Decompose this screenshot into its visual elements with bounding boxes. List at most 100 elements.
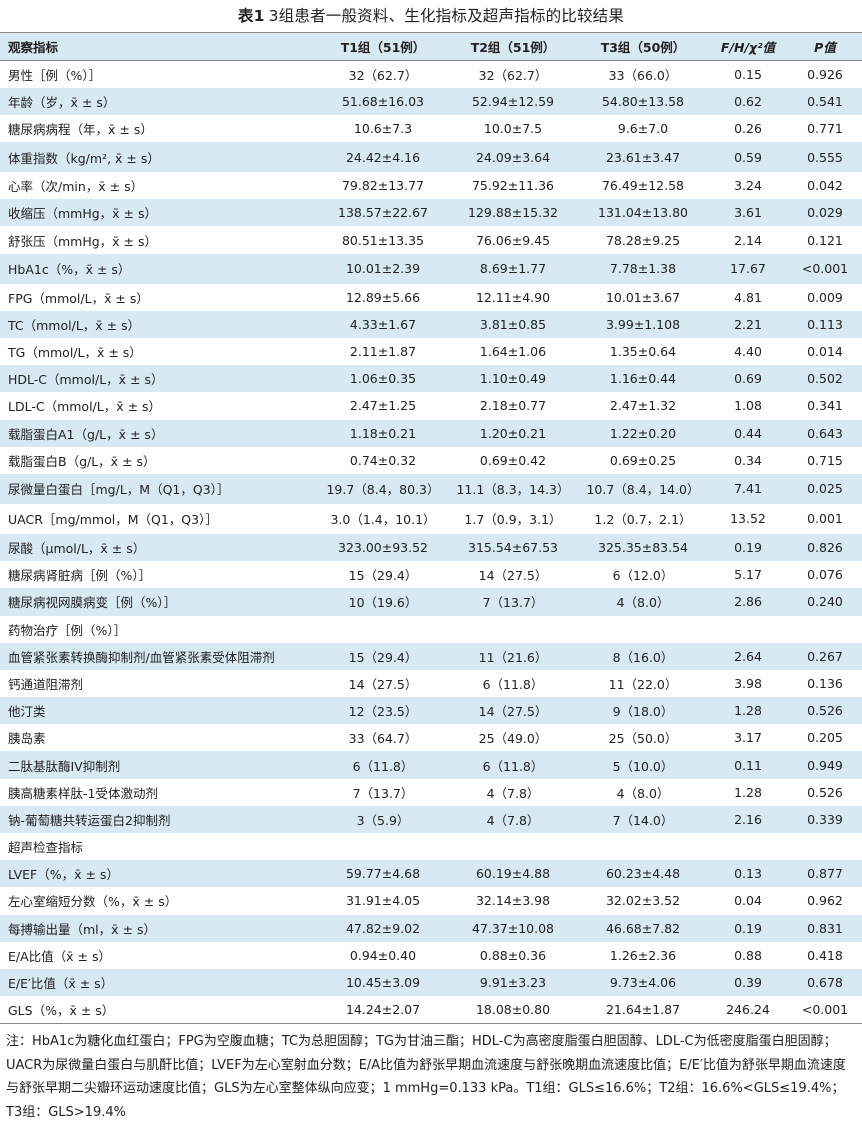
cell-t3: 4（8.0） bbox=[616, 595, 670, 611]
cell-t2: 18.08±0.80 bbox=[475, 1002, 551, 1018]
cell-p-value: 0.341 bbox=[807, 398, 843, 414]
cell-statistic: 0.69 bbox=[734, 371, 762, 387]
cell-statistic: 1.08 bbox=[734, 398, 762, 414]
cell-p-value: 0.418 bbox=[807, 947, 843, 963]
cell-p-value: 0.831 bbox=[807, 920, 843, 936]
table-row: 糖尿病病程（年，x̄ ± s） 10.6±7.3 10.0±7.5 9.6±7.0 0.… bbox=[0, 115, 862, 142]
table-row: FPG（mmol/L，x̄ ± s） 12.89±5.66 12.11±4.90 10… bbox=[0, 284, 862, 311]
cell-t1: 14.24±2.07 bbox=[345, 1002, 421, 1018]
cell-t2: 7（13.7） bbox=[482, 595, 544, 611]
cell-t1: 15（29.4） bbox=[348, 649, 418, 665]
cell-t1: 47.82±9.02 bbox=[345, 920, 421, 936]
cell-t2: 4（7.8） bbox=[486, 785, 540, 801]
row-indicator: GLS（%，x̄ ± s） bbox=[8, 1003, 115, 1019]
cell-t2: 76.06±9.45 bbox=[475, 232, 551, 248]
cell-t2: 75.92±11.36 bbox=[471, 178, 555, 194]
cell-t3: 9.6±7.0 bbox=[617, 120, 669, 136]
cell-statistic: 3.17 bbox=[734, 730, 762, 746]
cell-t2: 2.18±0.77 bbox=[479, 398, 547, 414]
cell-t3: 1.26±2.36 bbox=[609, 947, 677, 963]
row-indicator: 载脂蛋白B（g/L，x̄ ± s） bbox=[8, 453, 156, 469]
cell-t1: 10.6±7.3 bbox=[353, 120, 413, 136]
row-indicator: 超声检查指标 bbox=[8, 840, 84, 856]
cell-t1: 6（11.8） bbox=[352, 758, 414, 774]
cell-t3: 25（50.0） bbox=[608, 731, 678, 747]
cell-p-value: 0.502 bbox=[807, 371, 843, 387]
table-body: 男性［例（%）］ 32（62.7） 32（62.7） 33（66.0） 0.15 0.92… bbox=[0, 61, 862, 1024]
table-row: 心率（次/min，x̄ ± s） 79.82±13.77 75.92±11.36 76… bbox=[0, 172, 862, 199]
cell-t2: 1.7（0.9，3.1） bbox=[464, 512, 562, 528]
table-row: 体重指数（kg/m², x̄ ± s） 24.42±4.16 24.09±3.64 2… bbox=[0, 142, 862, 173]
cell-t3: 9.73±4.06 bbox=[609, 975, 677, 991]
cell-t3: 46.68±7.82 bbox=[605, 920, 681, 936]
cell-statistic: 4.40 bbox=[734, 344, 762, 360]
cell-statistic: 0.19 bbox=[734, 540, 762, 556]
row-indicator: LDL-C（mmol/L，x̄ ± s） bbox=[8, 399, 162, 415]
cell-p-value: 0.339 bbox=[807, 811, 843, 827]
row-indicator: 药物治疗［例（%）］ bbox=[8, 622, 127, 638]
table-footnote: 注：HbA1c为糖化血红蛋白；FPG为空腹血糖；TC为总胆固醇；TG为甘油三酯；… bbox=[0, 1023, 862, 1124]
table-header-row: 观察指标 T1组（51例） T2组（51例） T3组（50例） F/H/χ²值 … bbox=[0, 32, 862, 61]
cell-t1: 24.42±4.16 bbox=[345, 149, 421, 165]
cell-t3 bbox=[578, 616, 708, 643]
header-indicator: 观察指标 bbox=[8, 40, 59, 55]
cell-t3: 1.16±0.44 bbox=[609, 371, 677, 387]
cell-p-value: 0.643 bbox=[807, 425, 843, 441]
cell-statistic bbox=[708, 833, 788, 860]
cell-statistic: 3.98 bbox=[734, 675, 762, 691]
cell-t3: 8（16.0） bbox=[612, 649, 674, 665]
table-row: 钠-葡萄糖共转运蛋白2抑制剂 3（5.9） 4（7.8） 7（14.0） 2.16 0.3… bbox=[0, 805, 862, 833]
cell-t3: 23.61±3.47 bbox=[605, 149, 681, 165]
table-row: 舒张压（mmHg，x̄ ± s） 80.51±13.35 76.06±9.45 78.… bbox=[0, 226, 862, 253]
cell-t1: 4.33±1.67 bbox=[349, 316, 417, 332]
cell-p-value: 0.001 bbox=[807, 511, 843, 527]
cell-t3: 21.64±1.87 bbox=[605, 1002, 681, 1018]
table-row: 男性［例（%）］ 32（62.7） 32（62.7） 33（66.0） 0.15 0.92… bbox=[0, 61, 862, 88]
cell-t2: 25（49.0） bbox=[478, 731, 548, 747]
cell-p-value: 0.042 bbox=[807, 178, 843, 194]
cell-p-value: 0.962 bbox=[807, 893, 843, 909]
cell-t3: 60.23±4.48 bbox=[605, 866, 681, 882]
cell-t1: 31.91±4.05 bbox=[345, 893, 421, 909]
cell-t2: 11.1（8.3，14.3） bbox=[456, 482, 570, 498]
cell-statistic: 0.15 bbox=[734, 66, 762, 82]
table-row: LDL-C（mmol/L，x̄ ± s） 2.47±1.25 2.18±0.77 2.… bbox=[0, 392, 862, 419]
cell-t2: 10.0±7.5 bbox=[483, 120, 543, 136]
row-indicator: 糖尿病肾脏病［例（%）］ bbox=[8, 568, 152, 584]
cell-t3: 10.7（8.4，14.0） bbox=[586, 482, 700, 498]
cell-p-value: 0.205 bbox=[807, 730, 843, 746]
table-row: 糖尿病视网膜病变［例（%）］ 10（19.6） 7（13.7） 4（8.0） 2.86 0… bbox=[0, 588, 862, 616]
cell-t2: 9.91±3.23 bbox=[479, 975, 547, 991]
cell-t2: 14（27.5） bbox=[478, 704, 548, 720]
row-indicator: 年龄（岁，x̄ ± s） bbox=[8, 94, 116, 110]
cell-t1: 14（27.5） bbox=[348, 676, 418, 692]
cell-p-value: <0.001 bbox=[801, 1002, 849, 1018]
cell-t1: 19.7（8.4，80.3） bbox=[326, 482, 440, 498]
cell-t3: 1.35±0.64 bbox=[609, 344, 677, 360]
cell-t1: 7（13.7） bbox=[352, 785, 414, 801]
table-title-label: 表1 bbox=[237, 7, 265, 25]
header-t1: T1组（51例） bbox=[340, 40, 426, 55]
row-indicator: 糖尿病视网膜病变［例（%）］ bbox=[8, 595, 177, 611]
cell-t2: 315.54±67.53 bbox=[468, 540, 558, 556]
comparison-table: 观察指标 T1组（51例） T2组（51例） T3组（50例） F/H/χ²值 … bbox=[0, 32, 862, 1023]
cell-t3: 32.02±3.52 bbox=[605, 893, 681, 909]
table-row: 年龄（岁，x̄ ± s） 51.68±16.03 52.94±12.59 54.80±… bbox=[0, 87, 862, 115]
cell-p-value: 0.926 bbox=[807, 66, 843, 82]
cell-statistic: 0.19 bbox=[734, 920, 762, 936]
cell-p-value bbox=[788, 833, 862, 860]
cell-statistic: 0.34 bbox=[734, 452, 762, 468]
cell-t3: 4（8.0） bbox=[616, 785, 670, 801]
row-indicator: 每搏输出量（ml，x̄ ± s） bbox=[8, 921, 156, 937]
cell-t2: 12.11±4.90 bbox=[475, 289, 551, 305]
table-row: 收缩压（mmHg，x̄ ± s） 138.57±22.67 129.88±15.32… bbox=[0, 199, 862, 227]
cell-t2: 6（11.8） bbox=[482, 676, 544, 692]
row-indicator: E/A比值（x̄ ± s） bbox=[8, 948, 111, 964]
cell-t2: 11（21.6） bbox=[478, 649, 548, 665]
table-row: 胰高糖素样肽-1受体激动剂 7（13.7） 4（7.8） 4（8.0） 1.28 0.52… bbox=[0, 779, 862, 806]
row-indicator: HbA1c（%，x̄ ± s） bbox=[8, 262, 131, 278]
row-indicator: 载脂蛋白A1（g/L，x̄ ± s） bbox=[8, 426, 164, 442]
row-indicator: 糖尿病病程（年，x̄ ± s） bbox=[8, 121, 153, 137]
cell-t3: 5（10.0） bbox=[612, 758, 674, 774]
cell-t1: 33（64.7） bbox=[348, 731, 418, 747]
